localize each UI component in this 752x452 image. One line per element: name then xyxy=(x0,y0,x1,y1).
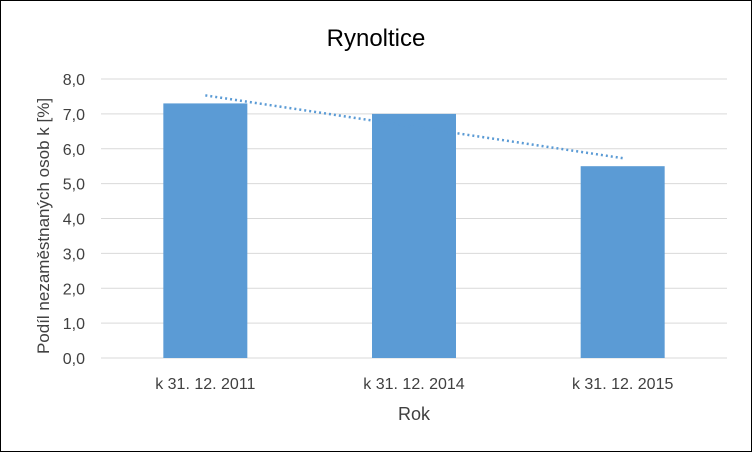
y-tick-labels: 0,0 1,0 2,0 3,0 4,0 5,0 6,0 7,0 8,0 xyxy=(63,72,85,368)
x-axis-title: Rok xyxy=(398,404,431,424)
x-tick-label: k 31. 12. 2015 xyxy=(572,376,674,393)
y-tick-label: 3,0 xyxy=(63,246,85,263)
y-tick-label: 6,0 xyxy=(63,142,85,159)
y-tick-label: 2,0 xyxy=(63,281,85,298)
y-tick-label: 5,0 xyxy=(63,177,85,194)
y-axis-title: Podíl nezaměstnaných osob k [%] xyxy=(34,98,53,354)
trendline xyxy=(205,94,623,160)
bar xyxy=(580,166,665,358)
y-tick-label: 8,0 xyxy=(63,72,85,89)
chart-title: Rynoltice xyxy=(327,25,426,52)
y-tick-label: 0,0 xyxy=(63,351,85,368)
bars xyxy=(163,103,665,358)
x-tick-labels: k 31. 12. 2011 k 31. 12. 2014 k 31. 12. 20… xyxy=(155,376,673,393)
x-tick-label: k 31. 12. 2011 xyxy=(155,376,255,393)
y-tick-label: 7,0 xyxy=(63,107,85,124)
bar xyxy=(372,113,456,358)
y-tick-label: 4,0 xyxy=(63,212,85,229)
bar xyxy=(163,103,248,358)
y-tick-label: 1,0 xyxy=(63,316,85,333)
trendline-layer xyxy=(205,94,623,160)
x-tick-label: k 31. 12. 2014 xyxy=(363,376,465,393)
